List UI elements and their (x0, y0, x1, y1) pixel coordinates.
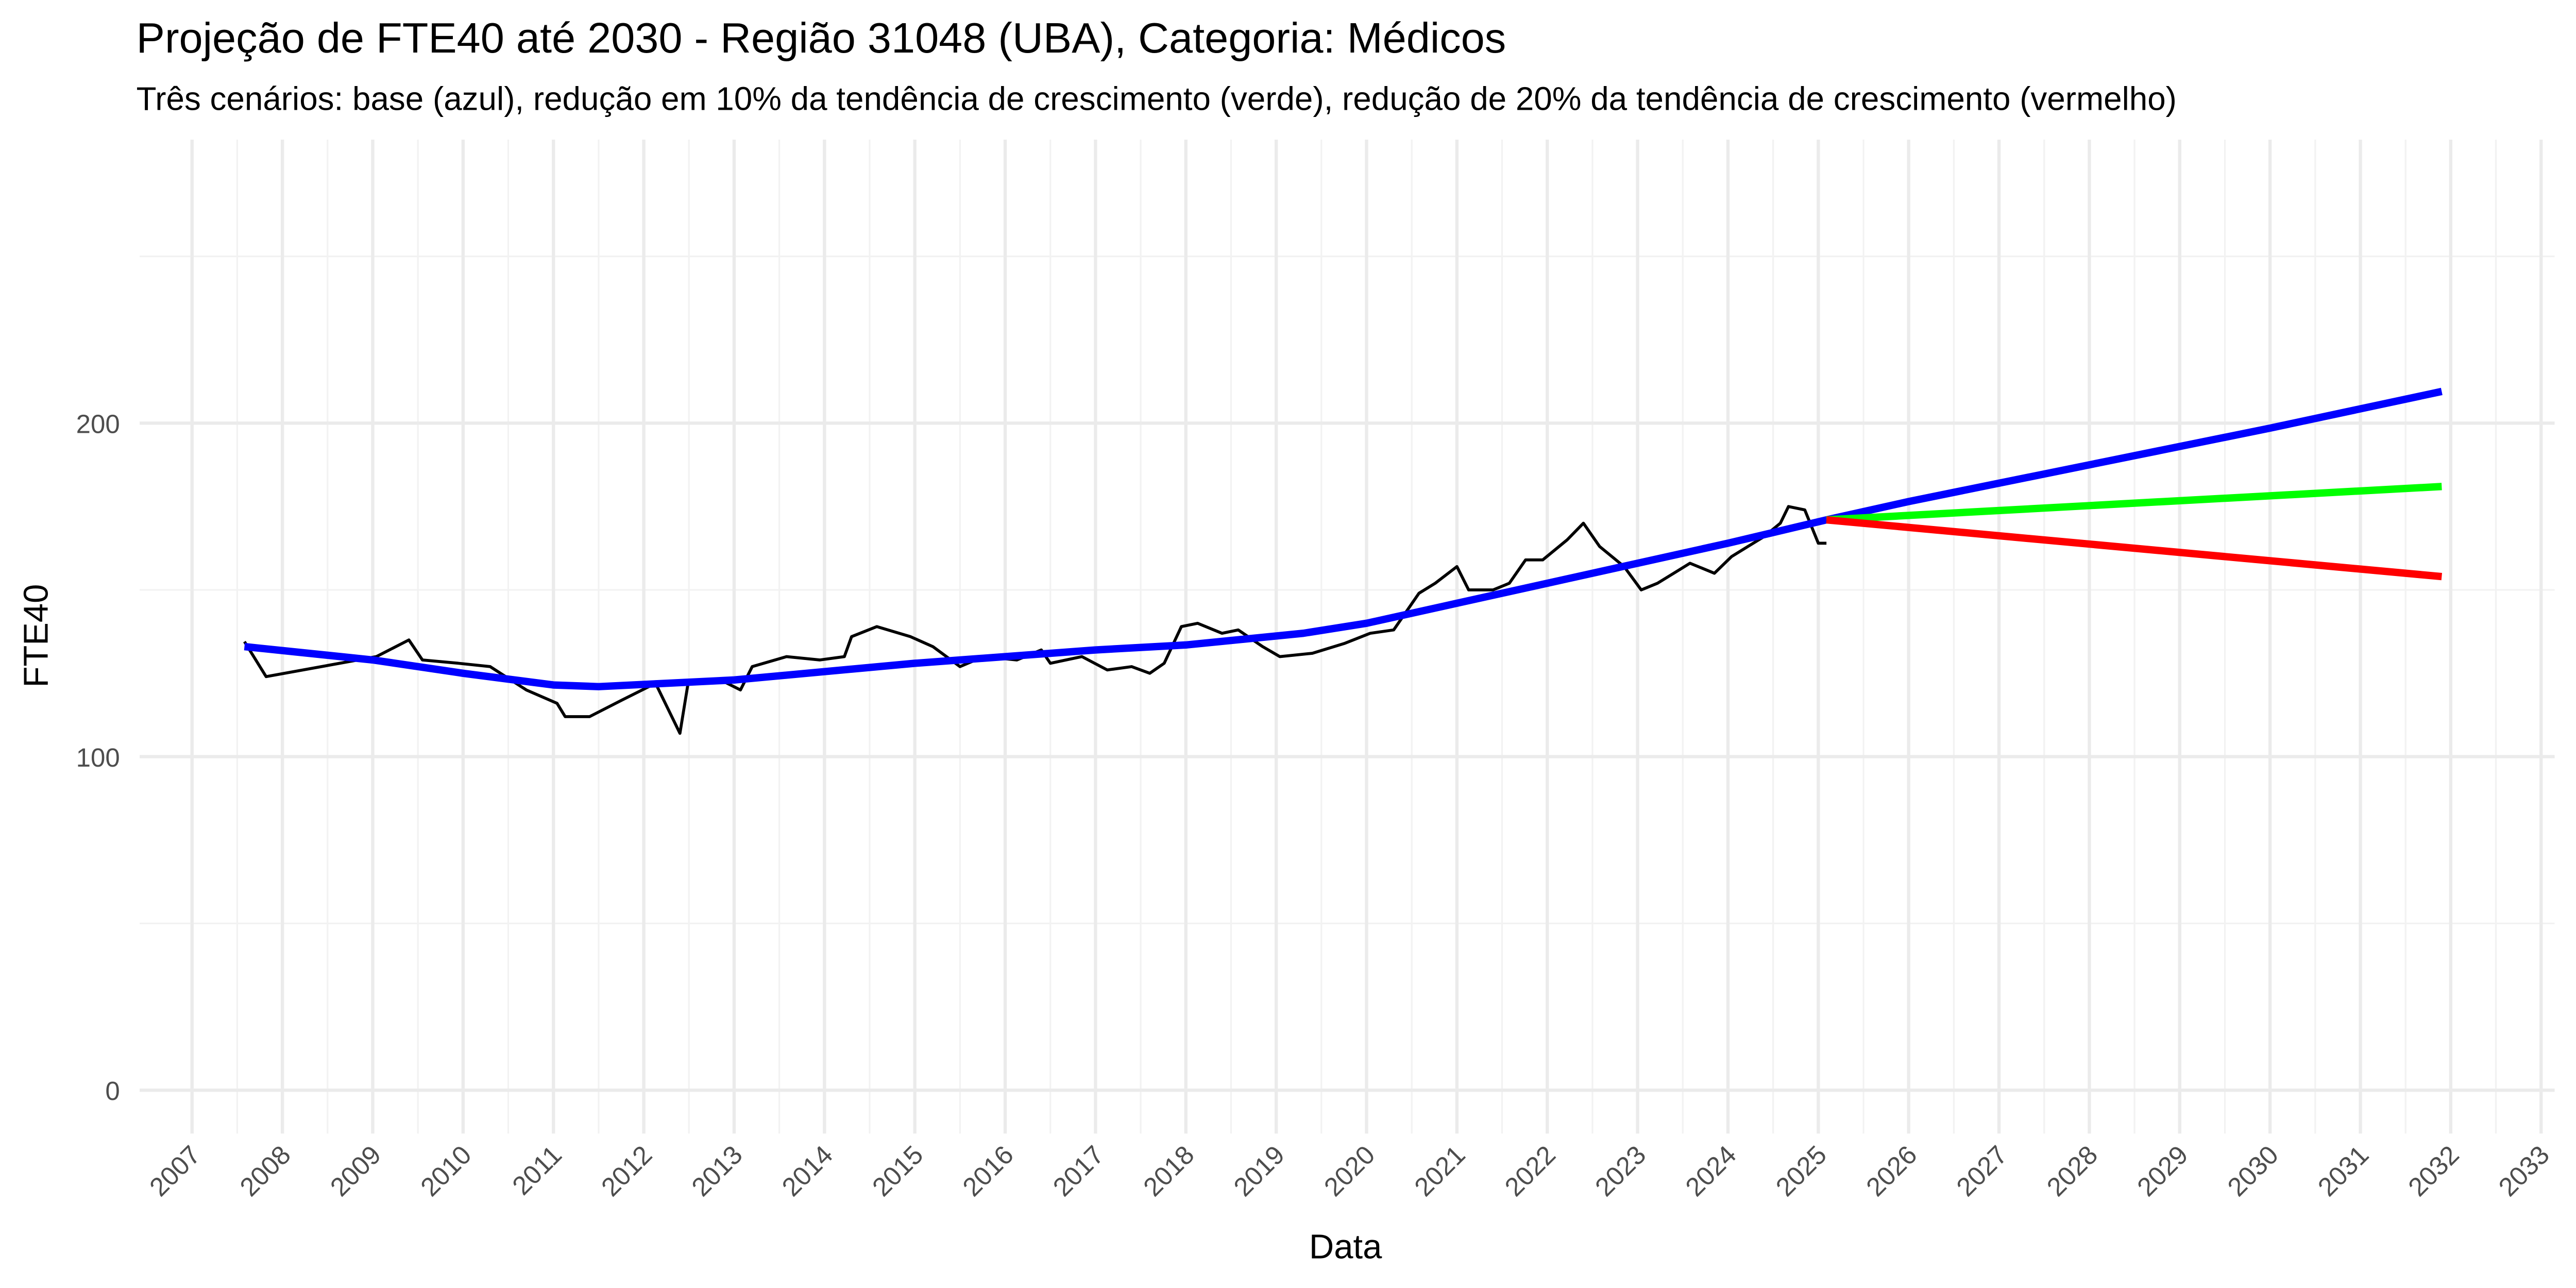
x-tick-label: 2020 (1318, 1140, 1381, 1202)
y-tick-label: 0 (105, 1076, 120, 1106)
x-tick-label: 2010 (415, 1140, 477, 1202)
x-tick-label: 2009 (325, 1140, 387, 1202)
x-tick-label: 2013 (686, 1140, 748, 1202)
x-tick-label: 2014 (776, 1140, 839, 1202)
x-tick-label: 2017 (1047, 1140, 1110, 1202)
series-line (1826, 516, 2443, 581)
x-axis-title: Data (1309, 1228, 1382, 1266)
x-tick-label: 2016 (957, 1140, 1019, 1202)
x-tick-label: 2030 (2222, 1140, 2284, 1202)
x-tick-label: 2028 (2041, 1140, 2104, 1202)
x-tick-label: 2025 (1770, 1140, 1833, 1202)
chart-title: Projeção de FTE40 até 2030 - Região 3104… (137, 14, 1506, 62)
x-tick-label: 2011 (506, 1140, 567, 1200)
x-tick-label: 2023 (1589, 1140, 1652, 1202)
grid: 2007 2008 2009 2010 2011 2012 2013 2014 2015 2016… (76, 140, 2555, 1202)
plot-area (243, 387, 2443, 735)
x-tick-label: 2022 (1499, 1140, 1562, 1202)
series-line (243, 505, 1827, 735)
x-tick-label: 2029 (2131, 1140, 2194, 1202)
x-tick-label: 2007 (144, 1140, 206, 1202)
y-axis-title: FTE40 (16, 584, 55, 688)
x-tick-label: 2026 (1860, 1140, 1923, 1202)
x-tick-label: 2032 (2402, 1140, 2465, 1202)
x-tick-label: 2021 (1409, 1140, 1471, 1202)
series-line (244, 387, 2443, 690)
x-tick-label: 2024 (1680, 1140, 1742, 1202)
y-tick-label: 200 (76, 409, 120, 438)
x-tick-label: 2008 (234, 1140, 296, 1202)
chart-subtitle: Três cenários: base (azul), redução em 1… (137, 80, 2177, 117)
x-tick-label: 2018 (1138, 1140, 1200, 1202)
series-line (1826, 483, 2442, 524)
x-tick-label: 2019 (1228, 1140, 1290, 1202)
x-tick-label: 2015 (867, 1140, 929, 1202)
x-tick-label: 2012 (596, 1140, 658, 1202)
x-tick-label: 2027 (1951, 1140, 2013, 1202)
y-tick-label: 100 (76, 743, 120, 772)
x-tick-label: 2033 (2493, 1140, 2555, 1202)
x-tick-label: 2031 (2312, 1140, 2375, 1202)
